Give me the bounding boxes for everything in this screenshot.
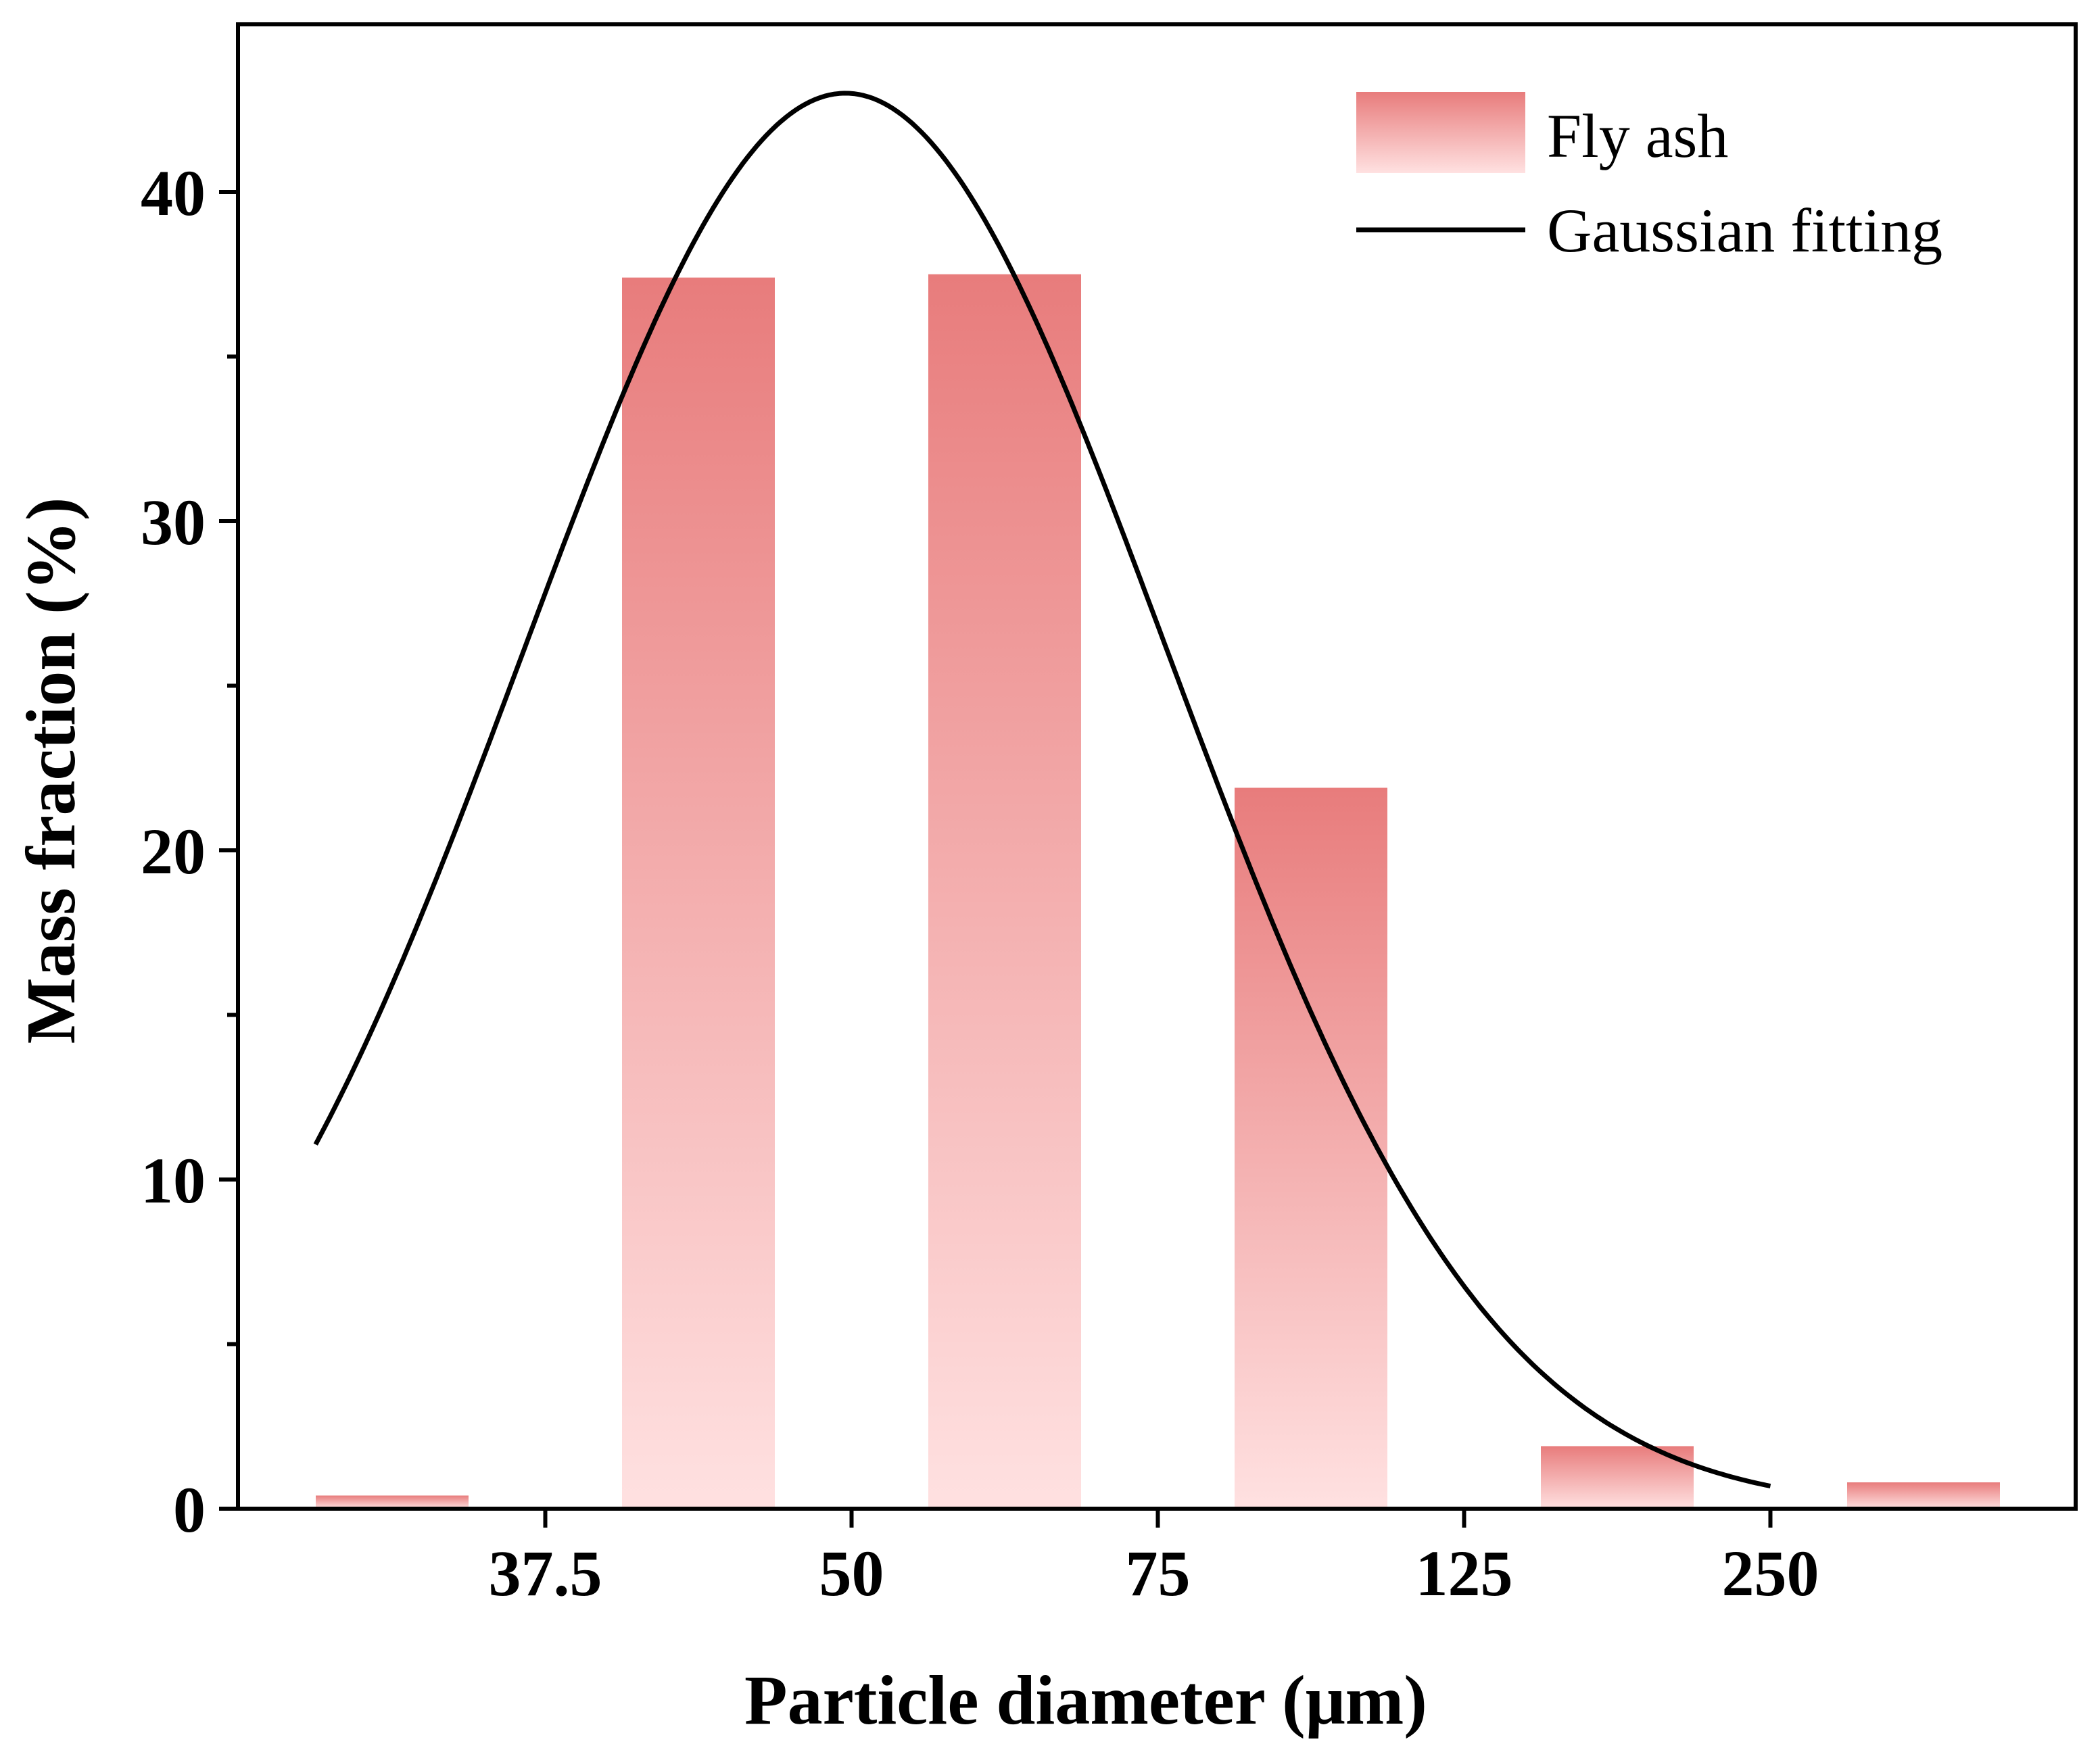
y-axis-title: Mass fraction (%) [12,497,90,1044]
legend-line-label: Gaussian fitting [1547,196,1942,265]
x-tick-label-1: 50 [819,1537,884,1609]
y-tick-label-30: 30 [141,486,206,558]
x-axis-title: Particle diameter (μm) [744,1661,1427,1739]
bar-2 [928,274,1081,1509]
axes-group: 0 10 20 30 40 37.5 50 75 125 250 [141,22,2078,1609]
x-tick-label-4: 250 [1722,1537,1819,1609]
bar-3 [1235,787,1387,1509]
y-tick-label-10: 10 [141,1144,206,1217]
bar-0 [316,1495,469,1509]
bar-5 [1847,1482,2000,1509]
x-tick-label-0: 37.5 [489,1537,602,1609]
x-tick-label-2: 75 [1126,1537,1191,1609]
bar-1 [622,277,775,1509]
fit-curve-group [313,91,1771,1488]
gaussian-fit-line [313,91,1771,1488]
legend-bar-label: Fly ash [1547,101,1728,170]
y-tick-label-40: 40 [141,157,206,229]
legend-bar-swatch [1356,92,1525,173]
x-tick-label-3: 125 [1416,1537,1513,1609]
y-tick-label-0: 0 [173,1474,206,1546]
y-tick-label-20: 20 [141,815,206,888]
bar-group [316,274,2000,1509]
legend: Fly ash Gaussian fitting [1356,92,1942,265]
